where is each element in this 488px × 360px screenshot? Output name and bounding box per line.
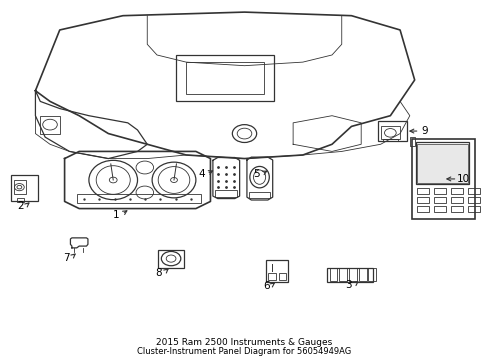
Bar — [368, 268, 375, 281]
Bar — [40, 116, 60, 134]
Bar — [329, 268, 337, 281]
Bar — [416, 206, 428, 212]
Bar — [17, 198, 24, 202]
Bar — [186, 62, 264, 94]
Bar — [268, 273, 276, 280]
Bar — [416, 188, 428, 194]
Bar — [326, 267, 372, 282]
Bar — [467, 188, 479, 194]
Bar — [11, 175, 38, 202]
Bar — [433, 206, 446, 212]
Bar — [358, 268, 366, 281]
Text: 10: 10 — [456, 174, 469, 184]
Bar — [382, 139, 397, 141]
Text: 3: 3 — [345, 280, 351, 291]
Bar — [249, 192, 269, 198]
Bar — [450, 197, 462, 203]
Bar — [266, 260, 287, 282]
Bar — [409, 137, 414, 146]
Text: 2015 Ram 2500 Instruments & Gauges: 2015 Ram 2500 Instruments & Gauges — [156, 338, 332, 347]
Bar — [467, 197, 479, 203]
Bar — [411, 139, 474, 219]
Bar — [176, 55, 273, 102]
Bar — [77, 194, 201, 203]
Text: 2: 2 — [18, 202, 24, 211]
Bar — [377, 121, 407, 141]
Bar — [14, 180, 26, 194]
Bar — [339, 268, 346, 281]
Text: 1: 1 — [112, 210, 119, 220]
Text: 9: 9 — [420, 126, 427, 136]
Bar — [416, 144, 467, 183]
Text: 5: 5 — [253, 168, 260, 179]
Bar — [158, 249, 183, 267]
Bar — [380, 126, 399, 139]
Bar — [348, 268, 356, 281]
Text: 6: 6 — [263, 281, 269, 291]
Bar — [433, 188, 446, 194]
Bar — [450, 188, 462, 194]
Text: 8: 8 — [155, 267, 162, 278]
Bar — [433, 197, 446, 203]
Text: 4: 4 — [198, 168, 204, 179]
Bar — [278, 273, 286, 280]
Text: Cluster-Instrument Panel Diagram for 56054949AG: Cluster-Instrument Panel Diagram for 560… — [137, 347, 351, 356]
Bar — [215, 190, 236, 197]
Text: 7: 7 — [62, 252, 69, 262]
Bar — [416, 197, 428, 203]
Bar — [450, 206, 462, 212]
Bar — [467, 206, 479, 212]
Bar — [415, 142, 468, 184]
